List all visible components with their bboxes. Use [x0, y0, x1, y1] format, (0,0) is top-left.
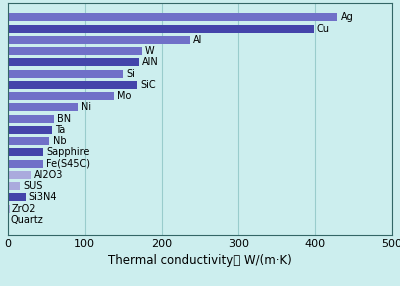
Text: Al2O3: Al2O3 — [34, 170, 64, 180]
Bar — [8, 104, 78, 112]
Bar — [8, 47, 142, 55]
Bar — [8, 92, 114, 100]
Text: AlN: AlN — [142, 57, 158, 67]
Bar — [8, 13, 338, 21]
Bar — [8, 160, 43, 168]
Bar — [8, 115, 54, 123]
Bar — [8, 182, 20, 190]
Text: BN: BN — [57, 114, 71, 124]
Bar — [8, 25, 314, 33]
Bar — [8, 216, 9, 224]
Text: Fe(S45C): Fe(S45C) — [46, 159, 90, 169]
Bar — [8, 148, 43, 156]
Text: W: W — [145, 46, 154, 56]
Bar — [8, 205, 10, 213]
Bar — [8, 58, 138, 66]
Bar — [8, 126, 52, 134]
Bar — [8, 69, 123, 78]
X-axis label: Thermal conductivity／ W/(m·K): Thermal conductivity／ W/(m·K) — [108, 254, 292, 267]
Text: Sapphire: Sapphire — [46, 148, 90, 157]
Text: ZrO2: ZrO2 — [12, 204, 36, 214]
Text: Al: Al — [193, 35, 202, 45]
Bar — [8, 81, 137, 89]
Text: Mo: Mo — [117, 91, 132, 101]
Text: Cu: Cu — [317, 24, 330, 34]
Text: Ta: Ta — [55, 125, 65, 135]
Text: Si: Si — [126, 69, 135, 79]
Text: Ni: Ni — [81, 102, 91, 112]
Text: Si3N4: Si3N4 — [29, 192, 57, 202]
Text: SUS: SUS — [23, 181, 43, 191]
Bar — [8, 36, 190, 44]
Text: Ag: Ag — [340, 12, 353, 22]
Bar — [8, 137, 50, 145]
Bar — [8, 193, 26, 202]
Text: Nb: Nb — [52, 136, 66, 146]
Text: Quartz: Quartz — [11, 215, 43, 225]
Bar — [8, 171, 31, 179]
Text: SiC: SiC — [140, 80, 156, 90]
